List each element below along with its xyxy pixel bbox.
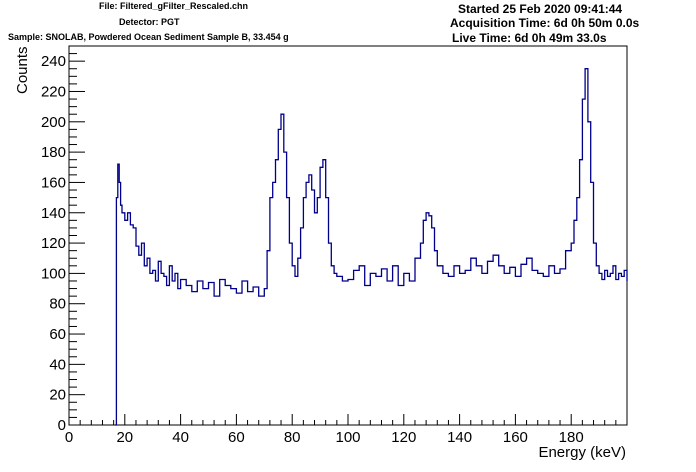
y-tick-label: 220 xyxy=(41,83,66,100)
x-tick-label: 40 xyxy=(172,429,189,446)
x-tick-label: 120 xyxy=(391,429,416,446)
y-tick-label: 40 xyxy=(49,356,66,373)
x-tick-label: 0 xyxy=(65,429,73,446)
y-tick-label: 240 xyxy=(41,53,66,70)
x-axis-title: Energy (keV) xyxy=(538,444,626,461)
live-time-label: Live Time: 6d 0h 49m 33.0s xyxy=(452,31,607,45)
x-tick-label: 180 xyxy=(559,429,584,446)
y-tick-label: 180 xyxy=(41,144,66,161)
y-tick-label: 160 xyxy=(41,174,66,191)
y-tick-label: 100 xyxy=(41,265,66,282)
y-tick-label: 200 xyxy=(41,114,66,131)
x-tick-label: 80 xyxy=(284,429,301,446)
x-tick-label: 60 xyxy=(228,429,245,446)
acquisition-time-label: Acquisition Time: 6d 0h 50m 0.0s xyxy=(450,16,640,30)
detector-label: Detector: PGT xyxy=(119,17,180,27)
plot-frame xyxy=(68,45,628,426)
y-axis-title: Counts xyxy=(14,46,31,94)
x-tick-label: 20 xyxy=(116,429,133,446)
spectrum-series-line xyxy=(115,68,628,426)
x-tick-label: 100 xyxy=(335,429,360,446)
y-tick-label: 0 xyxy=(58,417,66,434)
tick-labels: 0 20 40 60 80 100 120 140 160 180 0 20 40 60 80 100 120 1… xyxy=(41,53,584,446)
y-tick-label: 20 xyxy=(49,387,66,404)
sample-label: Sample: SNOLAB, Powdered Ocean Sediment … xyxy=(8,32,289,42)
x-tick-label: 140 xyxy=(447,429,472,446)
y-tick-label: 120 xyxy=(41,235,66,252)
y-tick-label: 60 xyxy=(49,326,66,343)
y-tick-label: 140 xyxy=(41,205,66,222)
axis-ticks xyxy=(68,45,628,426)
file-label: File: Filtered_gFilter_Rescaled.chn xyxy=(99,1,249,11)
started-label: Started 25 Feb 2020 09:41:44 xyxy=(458,2,623,16)
x-tick-label: 160 xyxy=(503,429,528,446)
y-tick-label: 80 xyxy=(49,296,66,313)
